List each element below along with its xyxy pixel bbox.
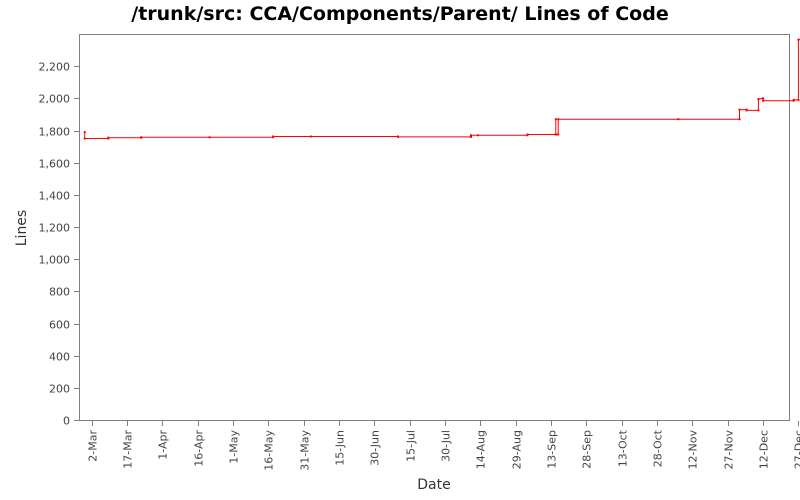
y-tick-label: 1,600 — [39, 158, 71, 171]
y-axis-label: Lines — [14, 210, 30, 246]
data-point — [797, 98, 800, 101]
data-point — [738, 118, 741, 121]
x-tick-label: 27-Dec — [793, 430, 800, 469]
x-tick-label: 15-Jul — [405, 430, 418, 462]
y-tick-label: 1,800 — [39, 126, 71, 139]
data-point — [470, 134, 472, 137]
data-point — [554, 133, 557, 136]
x-axis: 2-Mar 17-Mar 1-Apr 16-Apr 1-May 16-May 31-May 1… — [87, 421, 800, 471]
x-tick-label: 2-Mar — [87, 430, 100, 462]
y-tick-label: 2,200 — [39, 61, 71, 74]
x-tick-label: 27-Nov — [723, 430, 736, 470]
x-tick-label: 13-Oct — [617, 429, 630, 467]
series-layer — [83, 38, 800, 140]
x-tick-label: 31-May — [299, 430, 312, 471]
data-point — [470, 135, 472, 138]
y-tick-label: 0 — [63, 415, 70, 428]
data-point — [208, 136, 211, 139]
x-tick-label: 30-Jul — [440, 430, 453, 462]
y-tick-label: 1,200 — [39, 222, 71, 235]
y-tick-label: 1,000 — [39, 254, 71, 267]
x-tick-label: 14-Aug — [475, 430, 488, 469]
y-axis: 0 200 400 600 800 1,000 1,200 1,400 1,600 1,800 2,… — [39, 61, 79, 428]
x-tick-label: 28-Sep — [581, 430, 594, 469]
data-point — [762, 97, 765, 100]
data-point — [309, 135, 312, 138]
x-axis-label: Date — [417, 477, 450, 493]
data-point — [83, 131, 86, 134]
x-tick-label: 15-Jun — [334, 430, 347, 466]
x-tick-label: 12-Nov — [687, 430, 700, 470]
x-tick-label: 1-May — [228, 430, 241, 464]
x-tick-label: 12-Dec — [758, 430, 771, 469]
data-point — [762, 99, 765, 102]
y-tick-label: 2,000 — [39, 93, 71, 106]
x-tick-label: 29-Aug — [511, 430, 524, 469]
data-point — [272, 135, 275, 138]
data-point — [554, 118, 557, 121]
x-tick-label: 16-Apr — [193, 430, 206, 467]
data-point — [677, 118, 680, 121]
y-tick-label: 200 — [49, 383, 70, 396]
data-point — [140, 136, 143, 139]
data-point — [738, 108, 741, 111]
x-tick-label: 28-Oct — [652, 429, 665, 467]
data-point — [757, 109, 760, 112]
y-tick-label: 1,400 — [39, 190, 71, 203]
plot-area — [79, 34, 790, 421]
data-point — [107, 136, 110, 139]
chart-title: /trunk/src: CCA/Components/Parent/ Lines… — [131, 3, 668, 25]
y-tick-label: 600 — [49, 319, 70, 332]
x-tick-label: 1-Apr — [157, 430, 170, 460]
data-point — [397, 135, 399, 138]
data-point — [83, 137, 86, 140]
data-point — [477, 134, 480, 137]
x-tick-label: 17-Mar — [122, 430, 135, 469]
data-point — [792, 98, 795, 101]
data-point — [757, 98, 760, 101]
x-tick-label: 13-Sep — [546, 430, 559, 469]
data-point — [557, 118, 560, 121]
y-tick-label: 800 — [49, 286, 70, 299]
data-point — [526, 133, 529, 136]
x-tick-label: 16-May — [263, 430, 276, 471]
data-point — [745, 109, 748, 112]
data-point — [797, 38, 800, 41]
data-point — [557, 133, 560, 136]
x-tick-label: 30-Jun — [369, 430, 382, 466]
y-tick-label: 400 — [49, 351, 70, 364]
